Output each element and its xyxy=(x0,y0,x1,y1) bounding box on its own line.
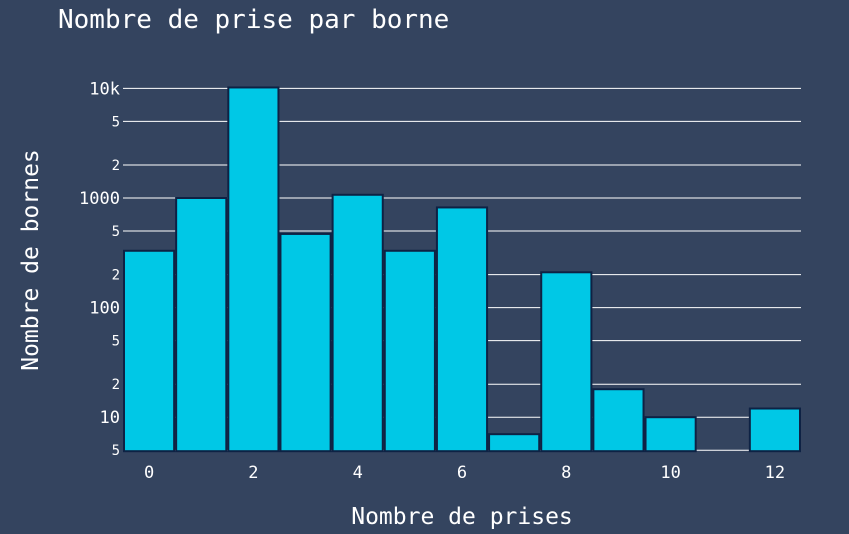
y-tick-label: 5 xyxy=(112,114,120,130)
x-tick-label: 4 xyxy=(353,463,363,483)
bar-2 xyxy=(227,86,280,453)
y-tick-label: 100 xyxy=(89,299,120,319)
x-tick-label: 10 xyxy=(660,463,680,483)
bar-0 xyxy=(123,249,176,453)
y-tick-label: 5 xyxy=(112,334,120,350)
y-tick-label: 2 xyxy=(112,377,120,393)
y-tick-label: 10 xyxy=(100,408,120,428)
bar-7 xyxy=(488,433,541,453)
y-axis-title: Nombre de bornes xyxy=(18,149,44,371)
x-axis-ticks: 0 2 4 6 8 10 12 xyxy=(144,463,785,483)
bar-3 xyxy=(279,232,332,453)
chart-title: Nombre de prise par borne xyxy=(58,5,449,35)
y-tick-label: 5 xyxy=(112,224,120,240)
bar-1 xyxy=(175,197,228,453)
x-tick-label: 6 xyxy=(457,463,467,483)
y-axis-ticks: 5 10 2 5 100 2 5 1000 2 5 10k xyxy=(79,79,120,459)
bar-6 xyxy=(435,206,489,453)
y-tick-label: 10k xyxy=(89,79,120,99)
bar-8 xyxy=(540,271,593,453)
y-tick-label: 2 xyxy=(112,158,120,174)
x-tick-label: 8 xyxy=(561,463,571,483)
bar-10 xyxy=(644,416,697,453)
bar-4 xyxy=(331,193,384,453)
y-tick-label: 1000 xyxy=(79,189,120,209)
bar-9 xyxy=(592,388,645,453)
y-tick-label: 2 xyxy=(112,268,120,284)
x-axis-title: Nombre de prises xyxy=(351,504,573,530)
bar-12 xyxy=(748,407,801,453)
x-tick-label: 2 xyxy=(248,463,258,483)
x-tick-label: 0 xyxy=(144,463,154,483)
x-tick-label: 12 xyxy=(765,463,785,483)
y-tick-label: 5 xyxy=(112,443,120,459)
bars xyxy=(123,86,801,453)
bar-5 xyxy=(383,249,436,453)
